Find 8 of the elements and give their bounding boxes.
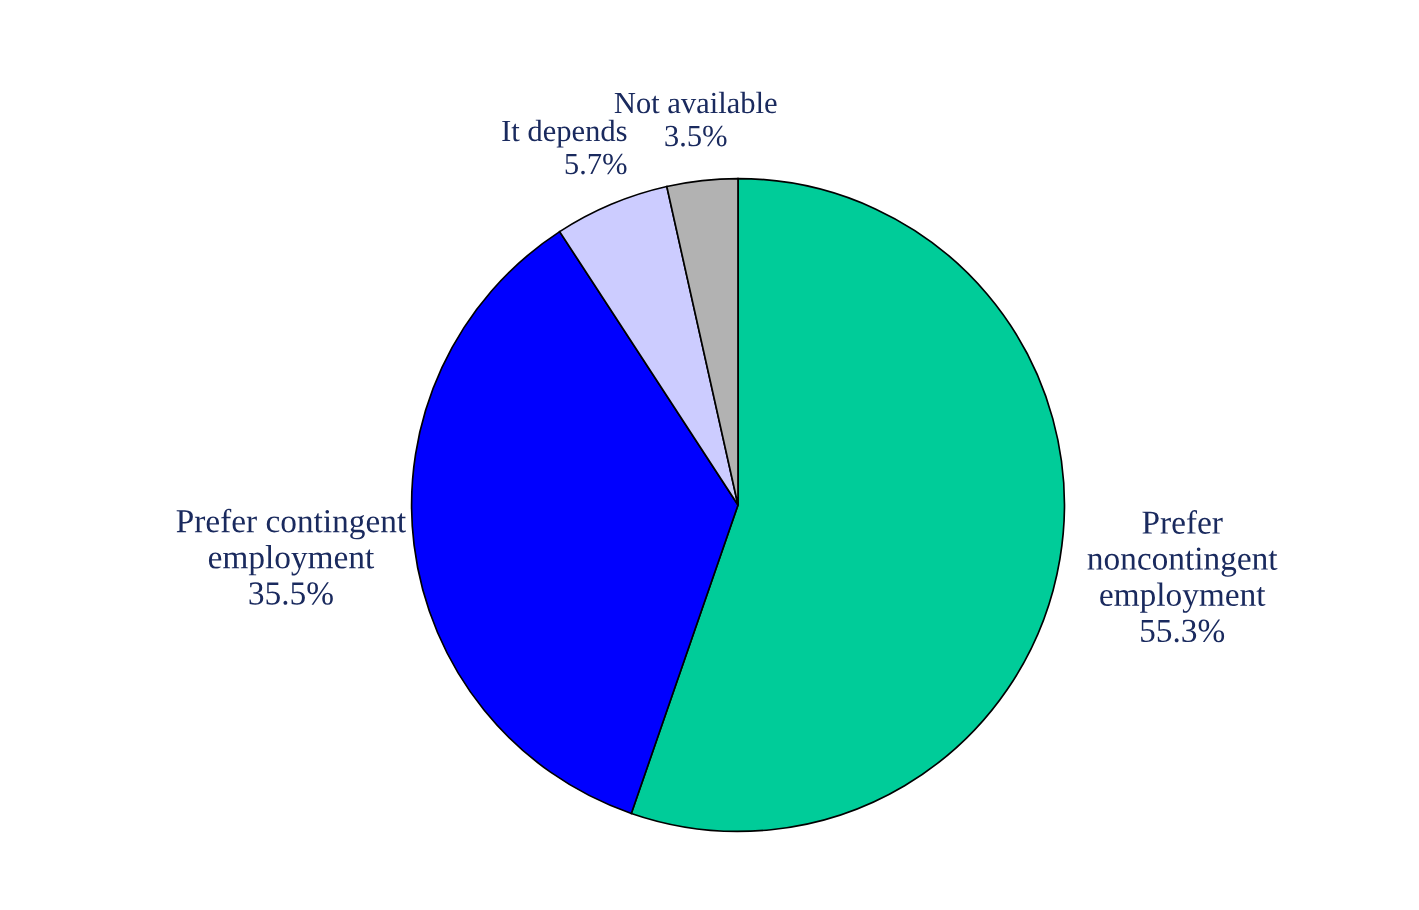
data-label: 55.3% bbox=[1141, 619, 1225, 643]
data-label: 35.5% bbox=[249, 582, 333, 605]
slice-label: Prefer contingent employment bbox=[176, 508, 406, 576]
data-label: 3.5% bbox=[665, 125, 727, 147]
slice-label: Not available bbox=[614, 91, 777, 114]
data-label: 5.7% bbox=[565, 153, 627, 175]
slice-label: It depends bbox=[502, 119, 627, 148]
slice-label: Prefer noncontingent employment bbox=[1087, 510, 1278, 613]
